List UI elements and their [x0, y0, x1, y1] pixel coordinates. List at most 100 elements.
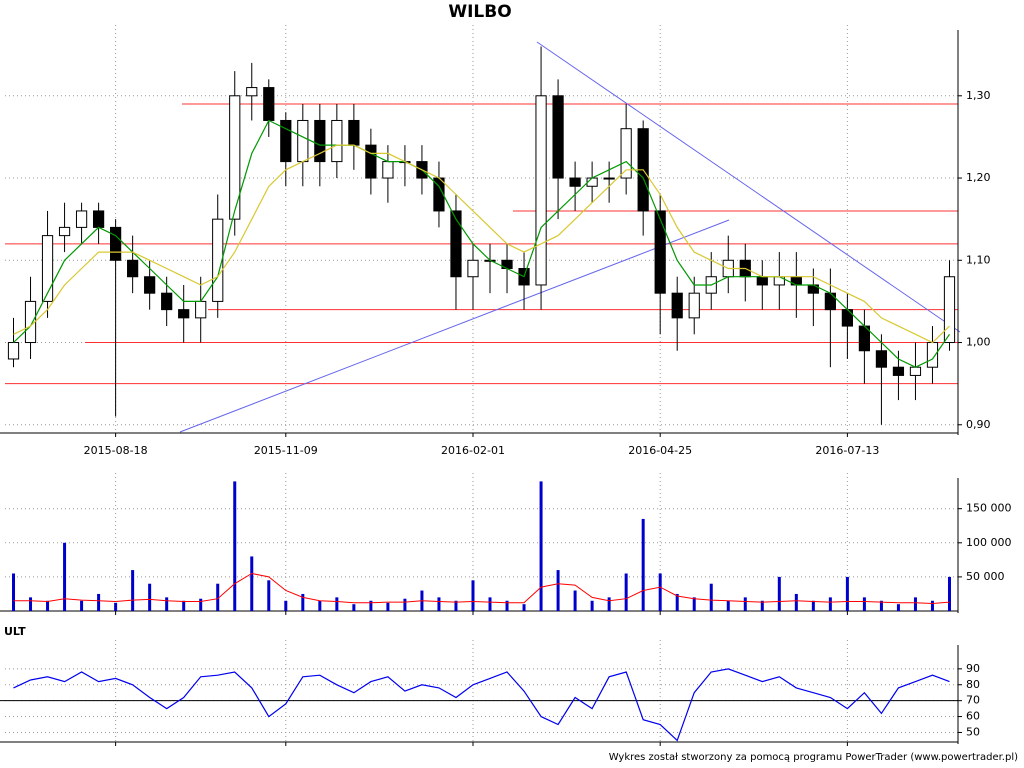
- volume-bar: [437, 597, 441, 611]
- candle-body: [382, 161, 394, 179]
- volume-bar: [386, 602, 390, 611]
- candle-body: [280, 119, 292, 163]
- volume-bar: [80, 600, 84, 611]
- volume-bar: [726, 600, 730, 611]
- x-tick-label: 2015-08-18: [84, 444, 148, 457]
- volume-bar: [352, 604, 356, 611]
- candle-body: [892, 366, 905, 376]
- volume-bar: [913, 597, 917, 611]
- volume-bar: [216, 583, 220, 611]
- volume-bar: [522, 604, 526, 611]
- volume-bar: [29, 597, 33, 611]
- candle-body: [229, 95, 241, 220]
- volume-bar: [641, 518, 645, 611]
- y-tick-label: 1,20: [966, 171, 991, 184]
- volume-bar: [590, 600, 594, 611]
- ult-line: [13, 668, 950, 742]
- candle-body: [909, 366, 922, 376]
- volume-bar: [896, 604, 900, 611]
- candle-body: [331, 119, 343, 163]
- volume-bar: [845, 576, 849, 611]
- candle-body: [756, 276, 768, 286]
- candle-body: [75, 210, 88, 228]
- volume-bar: [947, 576, 951, 611]
- volume-average: [13, 572, 950, 605]
- y-tick-label: 90: [966, 662, 980, 675]
- volume-bar: [811, 600, 815, 611]
- candle-body: [212, 218, 224, 302]
- volume-bar: [930, 600, 934, 611]
- candle-body: [127, 259, 139, 278]
- volume-bar: [777, 576, 781, 611]
- moving-average: [13, 119, 950, 368]
- trend-line: [536, 41, 961, 333]
- volume-bar: [471, 580, 475, 611]
- volume-bar: [12, 573, 16, 611]
- y-tick-label: 0,90: [966, 418, 991, 431]
- candle-body: [195, 300, 207, 319]
- volume-bar: [250, 556, 254, 611]
- volume-bar: [658, 573, 662, 611]
- volume-bar: [760, 600, 764, 611]
- candle-body: [263, 87, 275, 121]
- candle-body: [620, 128, 632, 179]
- candle-body: [297, 119, 309, 163]
- y-tick-label: 1,00: [966, 336, 991, 349]
- chart-title: WILBO: [448, 2, 511, 22]
- volume-bar: [233, 481, 237, 611]
- candle-body: [24, 300, 37, 344]
- candle-body: [841, 309, 853, 327]
- candle-body: [450, 210, 462, 278]
- candle-body: [943, 276, 956, 344]
- volume-bar: [165, 597, 169, 611]
- volume-bar: [675, 593, 679, 611]
- volume-bar: [794, 593, 798, 611]
- candle-body: [552, 95, 564, 179]
- panel-title: ULT: [4, 625, 26, 638]
- moving-average: [13, 144, 950, 344]
- footer: Wykres został stworzony za pomocą progra…: [609, 752, 1018, 763]
- volume-bar: [199, 598, 203, 611]
- volume-bar: [46, 600, 50, 611]
- volume-bar: [556, 570, 560, 611]
- candle-body: [314, 119, 326, 163]
- volume-bar: [63, 542, 67, 611]
- volume-bar: [879, 600, 883, 611]
- candle-body: [110, 226, 122, 261]
- volume-bar: [692, 597, 696, 611]
- volume-bar: [114, 602, 118, 611]
- y-tick-label: 60: [966, 710, 980, 723]
- y-tick-label: 150 000: [966, 502, 1012, 515]
- candle-body: [365, 144, 377, 179]
- candle-body: [41, 235, 54, 302]
- candle-body: [348, 119, 360, 146]
- volume-bar: [709, 583, 713, 611]
- y-tick-label: 80: [966, 678, 980, 691]
- x-tick-label: 2016-02-01: [441, 444, 505, 457]
- x-tick-label: 2015-11-09: [254, 444, 318, 457]
- volume-bar: [131, 570, 135, 611]
- candle-body: [569, 177, 581, 187]
- x-tick-label: 2016-04-25: [628, 444, 692, 457]
- volume-bar: [624, 573, 628, 611]
- candle-body: [178, 309, 190, 319]
- candle-body: [144, 276, 156, 294]
- y-tick-label: 1,30: [966, 89, 991, 102]
- volume-bar: [335, 597, 339, 611]
- volume-bar: [505, 600, 509, 611]
- volume-bar: [284, 600, 288, 611]
- candle-body: [688, 292, 700, 319]
- volume-bar: [148, 583, 152, 611]
- candle-body: [7, 342, 20, 360]
- volume-bar: [97, 593, 101, 611]
- volume-bar: [267, 580, 271, 611]
- candle-body: [824, 292, 836, 311]
- candle-body: [535, 95, 547, 286]
- candle-body: [161, 292, 173, 311]
- y-tick-label: 50 000: [966, 570, 1005, 583]
- volume-bar: [862, 597, 866, 611]
- volume-bar: [573, 590, 577, 611]
- candle-body: [671, 292, 683, 319]
- volume-bar: [539, 481, 543, 611]
